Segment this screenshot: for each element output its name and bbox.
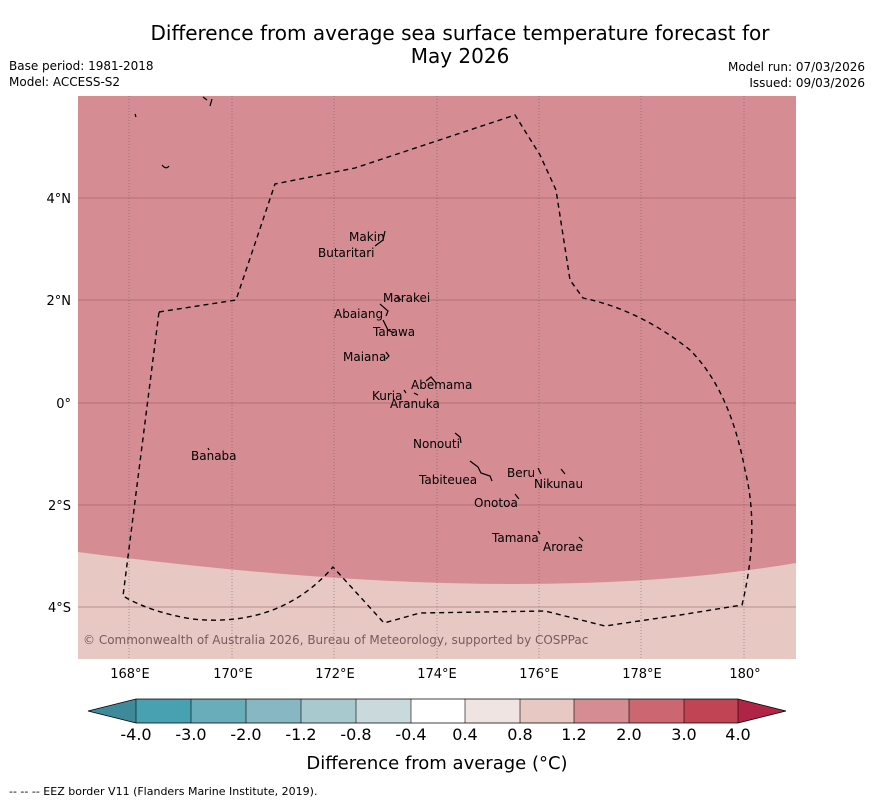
issued-date: Issued: 09/03/2026 — [749, 76, 865, 90]
island-shape-tarawa — [382, 319, 395, 334]
colorbar-tick-3: -2.0 — [230, 725, 261, 744]
island-shape-arorae — [578, 536, 584, 542]
island-label-nikunau: Nikunau — [534, 477, 583, 491]
colorbar-tick-11: 3.0 — [671, 725, 696, 744]
colorbar-bin-2 — [191, 699, 246, 723]
lon-tick-172e: 172°E — [315, 667, 355, 682]
island-label-tarawa: Tarawa — [372, 325, 415, 339]
colorbar-bin-9 — [574, 699, 629, 723]
lon-tick-176e: 176°E — [519, 667, 559, 682]
lon-tick-168e: 168°E — [110, 667, 150, 682]
colorbar-tick-5: -0.8 — [340, 725, 371, 744]
island-shape-butaritari — [374, 230, 386, 247]
anomaly-field-south — [78, 552, 796, 659]
island-label-onotoa: Onotoa — [474, 496, 518, 510]
island-label-abemama: Abemama — [411, 378, 472, 392]
lat-tick-2s: 2°S — [48, 499, 71, 514]
lon-tick-178e: 178°E — [622, 667, 662, 682]
colorbar-tick-6: -0.4 — [395, 725, 426, 744]
island-label-maiana: Maiana — [343, 350, 386, 364]
model-name: Model: ACCESS-S2 — [9, 75, 121, 89]
lat-tick-4s: 4°S — [48, 601, 71, 616]
island-shape-kuria-aranuka — [403, 389, 419, 396]
lon-tick-174e: 174°E — [417, 667, 457, 682]
island-shape-maiana — [385, 351, 390, 360]
lon-tick-180: 180° — [729, 667, 760, 682]
colorbar-tick-10: 2.0 — [616, 725, 641, 744]
island-label-kuria: Kuria — [372, 389, 403, 403]
island-shape-onotoa — [514, 493, 520, 500]
colorbar-extend-low — [88, 699, 136, 723]
island-shape-abaiang — [379, 303, 389, 317]
eez-border — [122, 114, 753, 627]
island-shapes — [134, 96, 584, 542]
island-shape-beru — [537, 467, 542, 475]
title-line-1: Difference from average sea surface temp… — [150, 21, 770, 45]
colorbar-bin-1 — [136, 699, 191, 723]
colorbar-tick-1: -4.0 — [120, 725, 151, 744]
island-label-butaritari: Butaritari — [318, 246, 375, 260]
lat-tick-0: 0° — [56, 397, 71, 412]
island-label-tabiteuea: Tabiteuea — [418, 473, 477, 487]
latitude-ticks: 4°N 2°N 0° 2°S 4°S — [47, 192, 72, 616]
island-label-beru: Beru — [507, 466, 535, 480]
colorbar-tick-9: 1.2 — [561, 725, 586, 744]
model-run: Model run: 07/03/2026 — [727, 60, 865, 74]
base-period: Base period: 1981-2018 — [9, 59, 154, 73]
colorbar-tick-7: 0.4 — [452, 725, 477, 744]
island-shape-nikunau — [560, 468, 566, 475]
island-shape-abemama — [425, 376, 437, 384]
colorbar-bin-7 — [465, 699, 520, 723]
island-label-arorae: Arorae — [543, 540, 583, 554]
island-shape-tamana — [537, 530, 541, 535]
lat-tick-2n: 2°N — [47, 294, 72, 309]
graticule — [78, 96, 796, 659]
colorbar-bin-3 — [246, 699, 301, 723]
colorbar-bin-4 — [301, 699, 356, 723]
island-label-marakei: Marakei — [383, 291, 430, 305]
colorbar-extend-high — [738, 699, 786, 723]
longitude-ticks: 168°E 170°E 172°E 174°E 176°E 178°E 180° — [110, 667, 760, 682]
copyright-notice: © Commonwealth of Australia 2026, Bureau… — [83, 633, 588, 647]
colorbar-tick-2: -3.0 — [175, 725, 206, 744]
island-labels: Makin Butaritari Marakei Abaiang Tarawa … — [191, 230, 583, 554]
island-shape-top — [202, 96, 213, 107]
colorbar-bin-6 — [411, 699, 465, 723]
colorbar-bin-11 — [684, 699, 738, 723]
meta-left: Base period: 1981-2018 Model: ACCESS-S2 — [9, 58, 154, 90]
colorbar-tick-4: -1.2 — [285, 725, 316, 744]
island-shape-banaba — [207, 447, 210, 451]
island-shape-marakei — [396, 296, 402, 301]
lat-tick-4n: 4°N — [47, 192, 72, 207]
island-label-banaba: Banaba — [191, 449, 237, 463]
colorbar-bin-5 — [356, 699, 411, 723]
island-label-nonouti: Nonouti — [413, 437, 460, 451]
island-shape-tabiteuea — [469, 460, 493, 482]
colorbar-bin-8 — [520, 699, 574, 723]
island-label-abaiang: Abaiang — [334, 307, 383, 321]
island-label-aranuka: Aranuka — [390, 397, 440, 411]
meta-right: Model run: 07/03/2026 Issued: 09/03/2026 — [728, 59, 865, 91]
island-shape-nauru — [161, 164, 170, 169]
island-shape-top-left — [134, 113, 137, 118]
lon-tick-170e: 170°E — [213, 667, 253, 682]
title-line-2: May 2026 — [410, 44, 510, 68]
colorbar-bin-10 — [629, 699, 684, 723]
colorbar-label: Difference from average (°C) — [306, 753, 567, 774]
island-shape-nonouti — [454, 432, 462, 444]
eez-footnote: -- -- -- EEZ border V11 (Flanders Marine… — [9, 785, 318, 798]
colorbar: -4.0 -3.0 -2.0 -1.2 -0.8 -0.4 0.4 0.8 1.… — [87, 698, 787, 774]
colorbar-tick-8: 0.8 — [507, 725, 532, 744]
map-title: Difference from average sea surface temp… — [40, 22, 873, 68]
island-label-tamana: Tamana — [491, 531, 539, 545]
colorbar-tick-12: 4.0 — [725, 725, 750, 744]
island-label-makin: Makin — [349, 230, 385, 244]
